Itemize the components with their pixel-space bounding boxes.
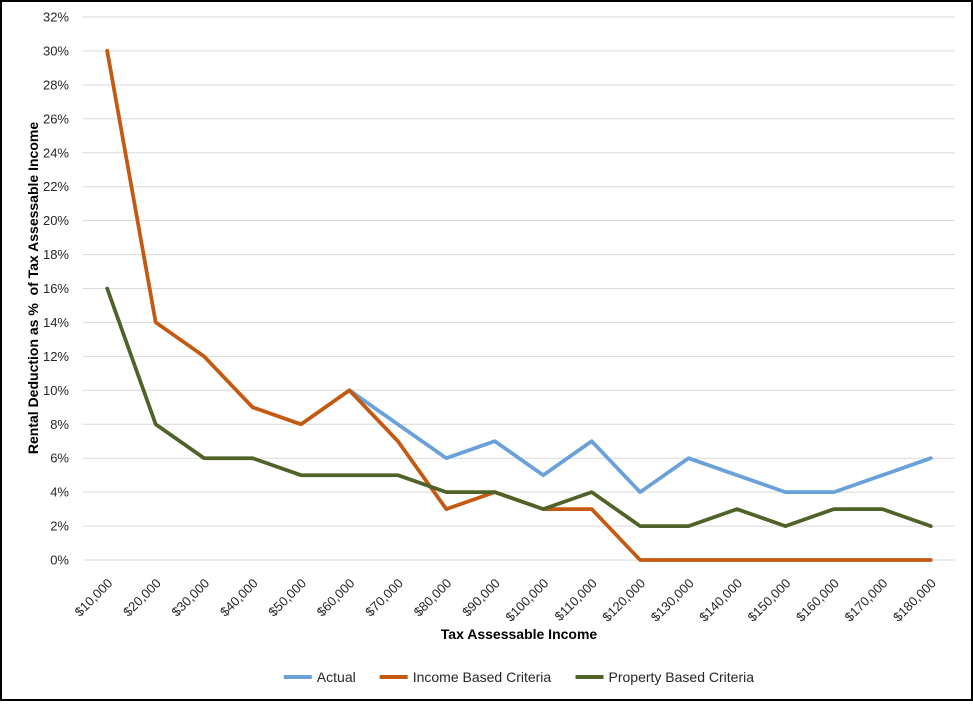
legend-label: Actual bbox=[317, 669, 356, 685]
y-axis-title: Rental Deduction as % of Tax Assessable … bbox=[25, 122, 41, 454]
y-tick-label: 18% bbox=[43, 247, 69, 262]
y-tick-label: 26% bbox=[43, 111, 69, 126]
legend-item-actual: Actual bbox=[283, 669, 356, 685]
legend-item-income-based-criteria: Income Based Criteria bbox=[379, 669, 552, 685]
y-tick-label: 14% bbox=[43, 315, 69, 330]
y-tick-label: 30% bbox=[43, 43, 69, 58]
legend-label: Property Based Criteria bbox=[609, 669, 755, 685]
y-tick-label: 24% bbox=[43, 145, 69, 160]
y-tick-label: 6% bbox=[50, 451, 69, 466]
y-axis-tick-labels: 0% 2% 4% 6% 8% 10% 12% 14% 16% 18% 20% 22% 24% 26% 28%… bbox=[43, 10, 69, 568]
y-tick-label: 2% bbox=[50, 519, 69, 534]
y-tick-label: 32% bbox=[43, 10, 69, 25]
y-tick-label: 10% bbox=[43, 383, 69, 398]
y-tick-label: 0% bbox=[50, 553, 69, 568]
legend-item-property-based-criteria: Property Based Criteria bbox=[575, 669, 755, 685]
y-tick-label: 16% bbox=[43, 281, 69, 296]
x-axis-title: Tax Assessable Income bbox=[441, 626, 598, 642]
y-tick-label: 28% bbox=[43, 77, 69, 92]
legend-label: Income Based Criteria bbox=[413, 669, 552, 685]
series-line-actual bbox=[347, 388, 933, 494]
y-tick-label: 20% bbox=[43, 213, 69, 228]
y-tick-label: 12% bbox=[43, 349, 69, 364]
legend: Actual Income Based Criteria Property Base… bbox=[283, 669, 755, 685]
series-lines bbox=[105, 49, 933, 562]
y-tick-label: 8% bbox=[50, 417, 69, 432]
y-tick-label: 22% bbox=[43, 179, 69, 194]
series-line-property-based-criteria bbox=[105, 286, 933, 528]
y-tick-label: 4% bbox=[50, 485, 69, 500]
